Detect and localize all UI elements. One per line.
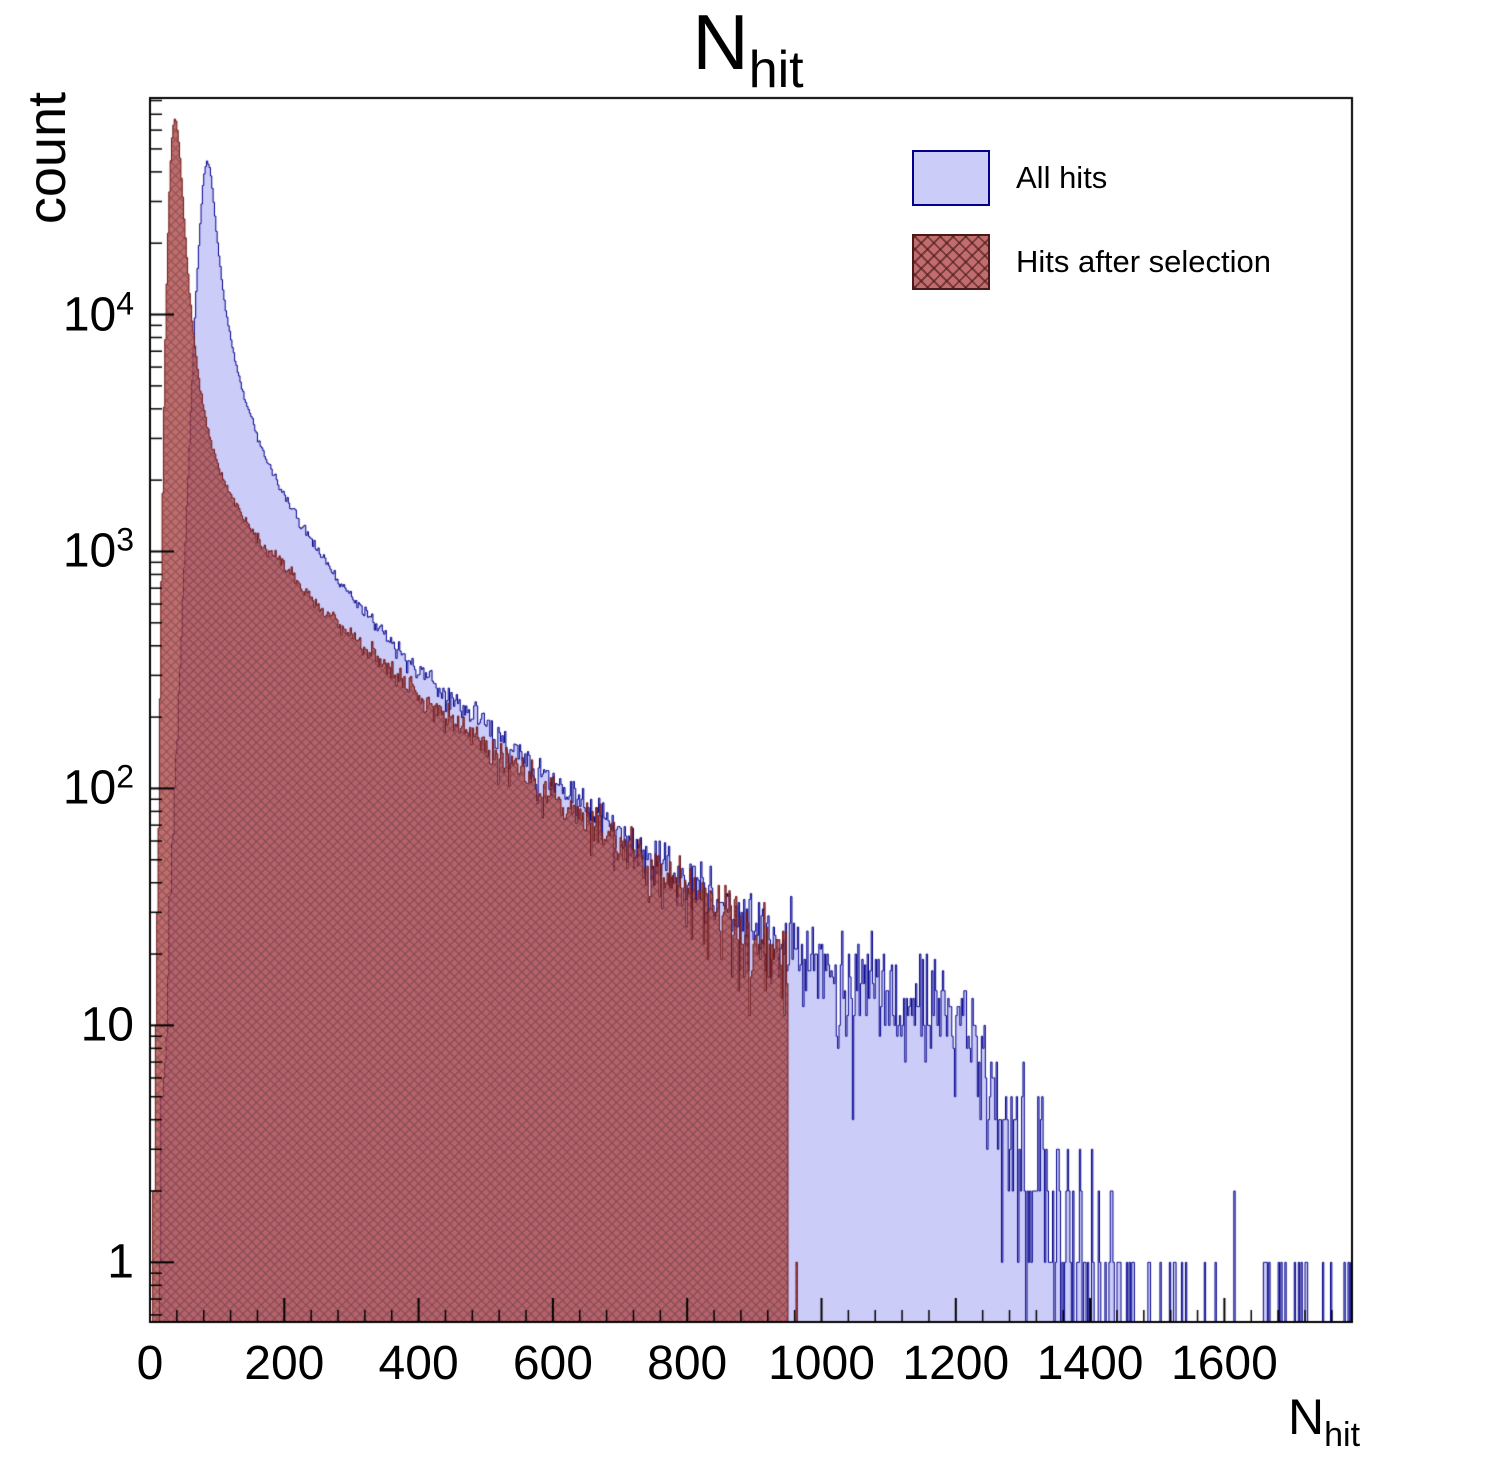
legend-label-hits-after-selection: Hits after selection [1016,244,1271,279]
legend-entry-all-hits: All hits [912,150,1271,206]
legend-entry-hits-after-selection: Hits after selection [912,234,1271,290]
y-tick-label: 1 [107,1235,134,1290]
y-tick-label-base: 1 [107,1235,134,1289]
x-axis-label: Nhit [1288,1388,1360,1454]
x-tick-label: 0 [136,1337,164,1390]
y-tick-label-base: 10 [62,761,117,815]
x-tick-label: 1400 [1036,1337,1144,1390]
legend-label-all-hits: All hits [1016,160,1108,195]
y-tick-label-base: 10 [80,998,134,1052]
y-tick-label-exponent: 4 [116,285,134,322]
chart-title-main: N [692,0,749,86]
x-tick-label: 800 [647,1337,728,1390]
chart-title-subscript: hit [748,41,804,99]
y-axis-label: count [17,92,77,225]
x-tick-label: 400 [378,1337,459,1390]
x-tick-label: 1200 [902,1337,1010,1390]
x-tick-label: 1000 [768,1337,875,1390]
legend: All hits Hits after selection [912,150,1271,290]
y-tick-label: 104 [62,285,134,342]
x-axis-label-main: N [1288,1389,1325,1445]
y-tick-label-exponent: 2 [116,758,134,795]
legend-swatch-hits-after-selection [912,234,990,290]
y-tick-label-base: 10 [62,288,117,342]
legend-swatch-all-hits [912,150,990,206]
y-tick-label: 102 [62,758,134,816]
y-tick-label-exponent: 3 [116,521,134,558]
x-tick-label: 1600 [1171,1337,1278,1390]
x-tick-label: 600 [512,1337,593,1390]
x-axis-label-subscript: hit [1324,1416,1361,1454]
x-tick-label: 200 [244,1337,325,1390]
y-tick-label-base: 10 [62,524,117,578]
y-tick-label: 10 [81,998,134,1053]
y-tick-label: 103 [62,521,134,579]
chart-title: Nhit [692,0,803,97]
